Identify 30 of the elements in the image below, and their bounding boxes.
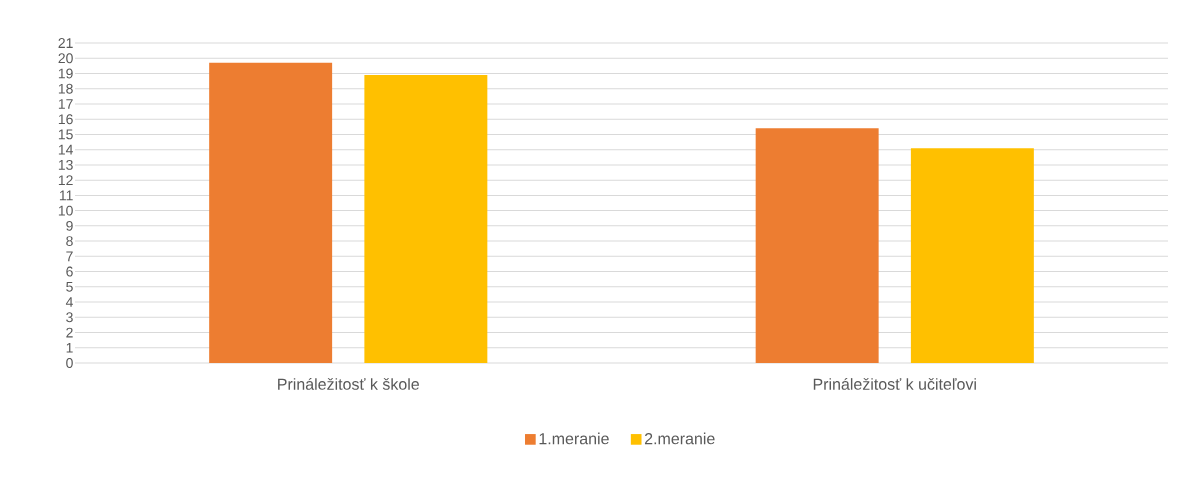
y-tick-label: 13 bbox=[58, 159, 73, 170]
y-tick-label: 3 bbox=[66, 312, 73, 323]
y-tick-label: 20 bbox=[58, 53, 73, 64]
bar bbox=[209, 62, 333, 363]
y-tick-label: 18 bbox=[58, 83, 73, 94]
bar bbox=[364, 74, 488, 363]
y-tick-label: 5 bbox=[66, 281, 73, 292]
x-tick-label: Prináležitosť k učiteľovi bbox=[813, 377, 976, 390]
y-tick-label: 16 bbox=[58, 114, 73, 125]
x-tick-label: Prináležitosť k škole bbox=[278, 377, 419, 390]
y-tick-label: 6 bbox=[66, 266, 73, 277]
y-tick-label: 11 bbox=[59, 190, 73, 201]
y-tick-label: 9 bbox=[66, 220, 73, 231]
y-tick-label: 15 bbox=[58, 129, 73, 140]
legend-label: 1.meranie bbox=[539, 432, 609, 445]
y-tick-label: 17 bbox=[58, 99, 73, 109]
y-tick-label: 4 bbox=[65, 297, 73, 307]
y-tick-label: 14 bbox=[58, 144, 73, 155]
y-tick-label: 0 bbox=[66, 358, 73, 368]
bar bbox=[910, 148, 1034, 363]
bar bbox=[755, 128, 879, 363]
y-tick-label: 1 bbox=[66, 342, 73, 353]
y-tick-label: 10 bbox=[58, 205, 73, 216]
y-tick-label: 12 bbox=[58, 175, 73, 186]
y-tick-label: 19 bbox=[58, 68, 73, 79]
y-tick-label: 2 bbox=[66, 327, 73, 338]
y-tick-label: 7 bbox=[66, 251, 73, 262]
y-tick-label: 21 bbox=[58, 38, 73, 48]
legend-label: 2.meranie bbox=[644, 432, 715, 445]
y-tick-label: 8 bbox=[66, 236, 73, 247]
